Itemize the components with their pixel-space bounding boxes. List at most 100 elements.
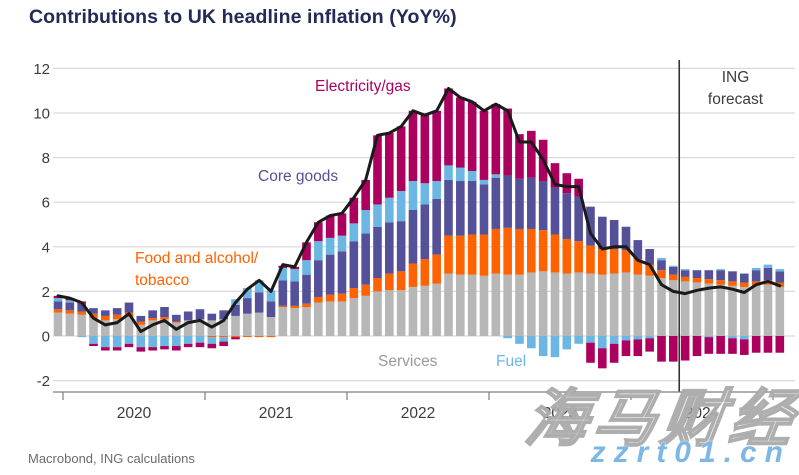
bar-segment [373,291,382,336]
bar-segment [396,221,406,272]
legend-label-core-goods: Core goods [258,168,339,185]
bar-segment [467,101,477,171]
bar-segment [266,317,276,336]
bar-segment [680,269,690,271]
bar-segment [302,260,311,275]
bar-segment [219,336,228,338]
bar-segment [479,184,489,235]
bar-segment [231,337,240,340]
bar-segment [633,274,643,336]
bar-segment [574,241,583,273]
bar-segment [692,336,702,357]
bar-segment [574,272,583,336]
bar-segment [172,314,181,322]
bar-segment [314,302,323,336]
bar-segment [515,336,524,344]
bar-segment [254,280,264,293]
bar-segment [183,320,193,336]
bar-segment [124,336,134,344]
bar-segment [775,269,785,272]
bar-segment [254,336,264,338]
bar-segment [491,174,501,178]
bar-segment [65,302,75,311]
bar-segment [586,342,595,363]
bar-segment [231,315,240,336]
bar-segment [432,110,441,182]
bar-segment [669,336,678,362]
bar-segment [633,259,643,275]
legend-label-electricity-gas: Electricity/gas [315,78,411,95]
bar-segment [680,336,690,361]
bar-segment [728,336,737,339]
bar-segment [89,318,98,336]
bar-segment [278,280,288,306]
bar-segment [112,347,122,351]
bar-segment [183,311,193,321]
bar-segment [503,274,512,336]
bar-segment [728,285,737,336]
bar-segment [183,343,193,348]
bar-segment [160,336,169,347]
bar-segment [538,336,548,357]
y-tick-label: 12 [33,61,50,78]
y-tick-label: 0 [42,329,50,346]
bar-segment [444,273,453,336]
x-year-label: 2024 [685,405,720,422]
bar-segment [633,336,643,340]
bar-segment [763,267,773,281]
bar-segment [467,181,477,235]
bar-segment [456,235,465,275]
bar-segment [195,342,205,348]
bar-segment [491,273,501,336]
bar-segment [124,343,134,348]
bar-segment [148,336,157,348]
bar-segment [112,319,122,336]
bar-segment [101,310,110,316]
bar-segment [621,272,631,336]
bar-segment [408,263,418,287]
bar-segment [349,288,359,299]
bar-segment [432,283,441,336]
stacked-bars-layer [53,88,785,369]
bar-segment [621,340,631,357]
bar-segment [562,173,572,194]
bar-segment [420,115,430,184]
bar-segment [479,179,489,185]
bar-segment [479,110,489,180]
bar-segment [775,336,785,353]
bar-segment [609,220,619,250]
bar-segment [290,281,299,306]
bar-segment [373,278,382,292]
bar-segment [633,240,643,260]
bar-segment [456,274,465,336]
bar-segment [207,337,217,344]
bar-segment [515,178,524,229]
bar-segment [432,181,441,199]
bar-segment [207,313,217,321]
bar-segment [716,269,725,271]
bar-segment [527,336,536,349]
bar-segment [574,196,583,242]
y-axis-tick-labels: -2 0 2 4 6 8 10 12 [33,61,50,390]
bar-segment [704,270,714,280]
bar-segment [385,133,394,198]
bar-segment [325,215,335,238]
bar-segment [598,249,607,275]
bar-segment [491,104,501,175]
bar-segment [408,181,418,211]
bar-segment [136,321,146,325]
bar-segment [77,336,86,338]
bar-segment [160,317,169,320]
bar-segment [763,284,773,336]
bar-segment [254,292,264,313]
bar-segment [314,241,323,261]
bar-segment [53,298,63,302]
bar-segment [680,276,690,282]
bar-segment [89,343,98,347]
bar-segment [538,271,548,336]
x-year-label: 2021 [259,405,293,422]
bar-segment [231,336,240,338]
bar-segment [515,274,524,336]
bar-segment [254,312,264,336]
